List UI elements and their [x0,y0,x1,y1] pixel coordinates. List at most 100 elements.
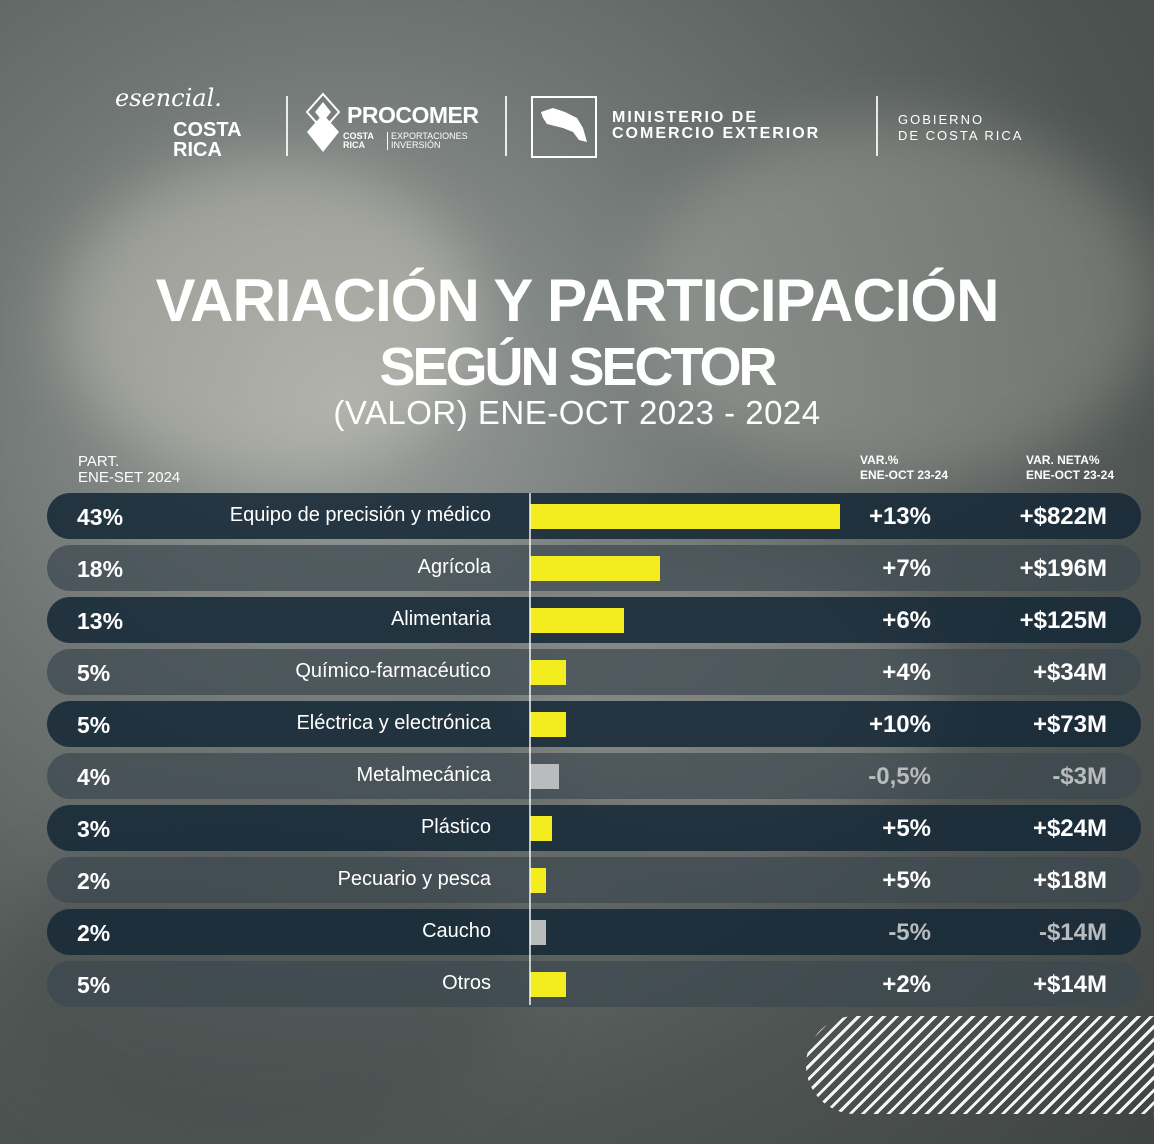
sector-row: 13% Alimentaria +6% +$125M [47,597,1141,643]
col-var-line-2: ENE-OCT 23-24 [860,468,949,482]
share-label: 2% [77,920,111,946]
share-label: 43% [77,504,124,530]
chart-title: VARIACIÓN Y PARTICIPACIÓN [155,267,1000,334]
share-bar [530,556,660,581]
sector-row: 2% Pecuario y pesca +5% +$18M [47,857,1141,903]
share-label: 4% [77,764,111,790]
share-bar [530,972,566,997]
esencial-script: esencial. [115,84,222,112]
sector-row: 5% Otros +2% +$14M [47,961,1141,1007]
sector-row: 4% Metalmecánica -0,5% -$3M [47,753,1141,799]
column-header-participation: PART. ENE-SET 2024 [78,454,180,486]
comex-line-1: MINISTERIO DE [612,109,759,126]
logo-divider [286,96,288,156]
sector-row: 18% Agrícola +7% +$196M [47,545,1141,591]
chart-period: (VALOR) ENE-OCT 2023 - 2024 [333,394,821,431]
column-header-variation: VAR.% ENE-OCT 23-24 [860,453,948,483]
chart-subtitle: SEGÚN SECTOR [379,337,777,397]
share-label: 5% [77,972,111,998]
net-variation: +$18M [1032,867,1107,894]
logo-divider [876,96,878,156]
share-label: 3% [77,816,111,842]
share-label: 5% [77,712,111,738]
variation-percent: +5% [882,815,931,842]
comex-line-2: COMERCIO EXTERIOR [612,125,821,142]
sector-label: Caucho [422,920,491,942]
net-variation: -$3M [1052,763,1107,790]
gob-line-1: GOBIERNO [898,112,985,127]
share-label: 2% [77,868,111,894]
procomer-costa: COSTA [343,131,374,141]
share-label: 13% [77,608,124,634]
share-bar [530,660,566,685]
sector-label: Metalmecánica [356,764,491,786]
esencial-costa-rica-logo: esencial. COSTA RICA [115,84,275,164]
variation-percent: +5% [882,867,931,894]
sector-row: 3% Plástico +5% +$24M [47,805,1141,851]
share-bar [530,764,559,789]
variation-percent: +4% [882,659,931,686]
sector-label: Químico-farmacéutico [295,660,491,682]
procomer-inversion: INVERSIÓN [391,140,441,150]
variation-percent: -0,5% [868,763,931,790]
net-variation: +$73M [1032,711,1107,738]
col-part-line-2: ENE-SET 2024 [78,469,181,486]
col-var-line-1: VAR.% [860,453,899,467]
sector-label: Otros [442,972,491,994]
net-variation: +$196M [1019,555,1107,582]
procomer-mark-icon [305,92,341,152]
gobierno-name: GOBIERNO DE COSTA RICA [898,112,1023,144]
share-bar [530,920,546,945]
sector-label: Plástico [420,816,491,838]
sector-label: Agrícola [417,556,491,578]
procomer-logo: PROCOMER COSTA RICA EXPORTACIONES INVERS… [305,88,495,158]
sector-row: 2% Caucho -5% -$14M [47,909,1141,955]
variation-percent: +6% [882,607,931,634]
decorative-stripes [806,1016,1154,1114]
share-label: 18% [77,556,124,582]
sector-label: Pecuario y pesca [337,868,491,890]
procomer-name: PROCOMER [347,102,479,128]
net-variation: +$14M [1032,971,1107,998]
sector-row: 5% Químico-farmacéutico +4% +$34M [47,649,1141,695]
procomer-tagline: EXPORTACIONES INVERSIÓN [387,132,468,150]
net-variation: -$14M [1038,919,1107,946]
bar-axis-line [529,493,531,1005]
share-bar [530,712,566,737]
col-net-line-1: VAR. NETA% [1026,453,1100,467]
procomer-exportaciones: EXPORTACIONES [391,131,468,141]
background-blur [640,120,1154,480]
share-bar [530,868,546,893]
net-variation: +$822M [1019,503,1107,530]
sector-row: 43% Equipo de precisión y médico +13% +$822… [47,493,1141,539]
share-bar [530,504,840,529]
costa-rica-map-icon [531,96,597,158]
logo-divider [505,96,507,156]
share-label: 5% [77,660,111,686]
esencial-rica: RICA [173,139,222,161]
esencial-costa-rica-text: COSTA RICA [173,120,242,160]
procomer-rica: RICA [343,140,365,150]
gob-line-2: DE COSTA RICA [898,128,1024,143]
esencial-costa: COSTA [173,119,242,141]
col-net-line-2: ENE-OCT 23-24 [1026,468,1115,482]
net-variation: +$34M [1032,659,1107,686]
share-bar [530,816,552,841]
sector-row: 5% Eléctrica y electrónica +10% +$73M [47,701,1141,747]
variation-percent: +7% [882,555,931,582]
comex-name: MINISTERIO DE COMERCIO EXTERIOR [612,110,820,142]
variation-percent: +13% [868,503,931,530]
logo-bar: esencial. COSTA RICA PROCOMER COSTA RICA… [0,80,1154,170]
sector-label: Equipo de precisión y médico [229,504,491,526]
background-blur [60,160,480,480]
net-variation: +$24M [1032,815,1107,842]
col-part-line-1: PART. [78,453,120,470]
variation-percent: +2% [882,971,931,998]
sector-label: Eléctrica y electrónica [296,712,491,734]
column-header-net-variation: VAR. NETA% ENE-OCT 23-24 [1026,453,1114,483]
variation-percent: -5% [888,919,931,946]
net-variation: +$125M [1019,607,1107,634]
variation-percent: +10% [868,711,931,738]
sector-label: Alimentaria [390,608,491,630]
procomer-costa-rica: COSTA RICA [343,132,374,150]
